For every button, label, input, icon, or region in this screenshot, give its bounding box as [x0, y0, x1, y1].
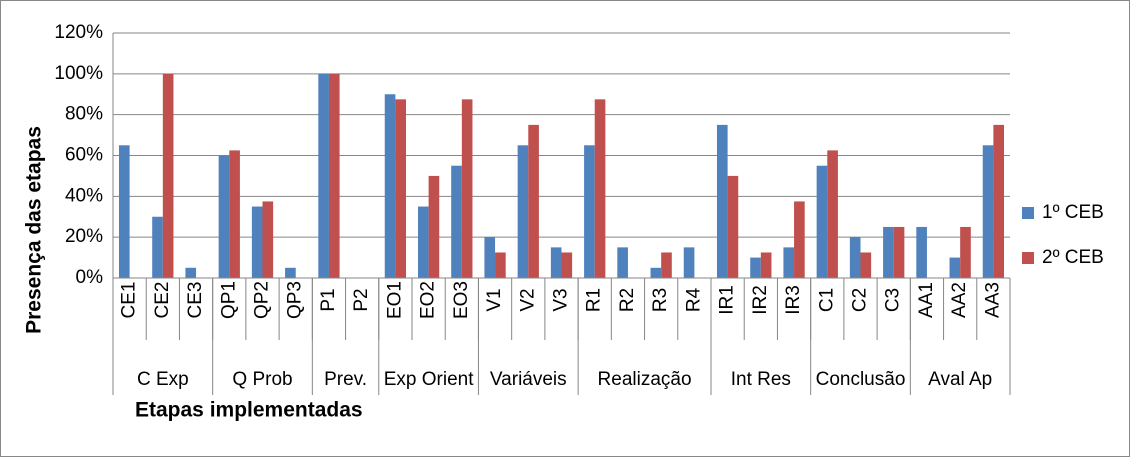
- bar: [428, 175, 440, 278]
- x-tick-label: AA3: [982, 282, 1003, 318]
- bar: [650, 267, 662, 278]
- y-tick-label: 40%: [65, 185, 103, 206]
- x-tick-label: AA1: [916, 282, 937, 318]
- group-label: Exp Orient: [384, 369, 474, 390]
- bar: [760, 252, 772, 278]
- bar: [893, 226, 905, 278]
- x-tick-label: QP3: [285, 281, 306, 319]
- group-label: Prev.: [324, 369, 367, 390]
- bar: [185, 267, 197, 278]
- bar: [561, 252, 573, 278]
- bar: [262, 201, 274, 278]
- x-tick-label: V2: [517, 288, 538, 311]
- bar: [229, 150, 240, 278]
- bar: [750, 257, 761, 278]
- bar: [827, 150, 838, 278]
- bar: [550, 247, 562, 278]
- group-label: Aval Ap: [928, 369, 992, 390]
- x-tick-label: CE1: [119, 282, 140, 319]
- y-tick-label: 80%: [65, 104, 103, 125]
- legend-label: 1º CEB: [1042, 202, 1104, 223]
- x-tick-label: IR1: [717, 285, 738, 315]
- bar: [794, 201, 805, 278]
- legend-swatch: [1022, 207, 1034, 219]
- x-tick-label: CE3: [185, 282, 206, 319]
- x-tick-label: EO3: [451, 281, 472, 319]
- bar: [517, 145, 529, 278]
- x-tick-label: AA2: [949, 282, 970, 318]
- x-tick-label: V1: [484, 288, 505, 311]
- group-label: Conclusão: [816, 369, 906, 390]
- bar: [395, 99, 407, 279]
- bar: [384, 94, 396, 278]
- bar: [495, 252, 506, 278]
- x-tick-label: V3: [551, 288, 572, 311]
- x-tick-label: C2: [850, 288, 871, 312]
- group-label: Variáveis: [490, 369, 567, 390]
- legend-swatch: [1022, 252, 1034, 264]
- bar: [285, 267, 296, 278]
- bar: [617, 247, 628, 278]
- bar: [960, 226, 971, 278]
- bar: [417, 206, 429, 278]
- legend-label: 2º CEB: [1042, 247, 1104, 268]
- bar: [683, 247, 695, 278]
- bar: [727, 175, 739, 278]
- y-tick-label: 20%: [65, 226, 103, 247]
- x-tick-label: IR3: [783, 285, 804, 315]
- x-tick-label: QP1: [218, 281, 239, 319]
- x-tick-label: C1: [816, 288, 837, 312]
- bar: [916, 226, 927, 278]
- x-tick-label: P1: [318, 288, 339, 311]
- bar: [218, 155, 230, 278]
- x-tick-label: R4: [683, 287, 704, 312]
- group-label: C Exp: [137, 369, 189, 390]
- x-tick-label: R3: [650, 288, 671, 312]
- bar: [584, 145, 595, 278]
- bar: [528, 124, 539, 278]
- x-tick-label: EO1: [384, 281, 405, 319]
- y-tick-label: 0%: [76, 267, 104, 288]
- group-label: Realização: [598, 369, 692, 390]
- group-label: Q Prob: [232, 369, 292, 390]
- bar: [783, 247, 795, 278]
- bar: [993, 124, 1005, 278]
- group-label: Int Res: [731, 369, 791, 390]
- bar: [982, 145, 994, 278]
- bar: [716, 124, 728, 278]
- y-tick-label: 120%: [54, 22, 103, 43]
- x-tick-label: R1: [584, 288, 605, 312]
- bar: [949, 257, 961, 278]
- x-axis-title: Etapas implementadas: [135, 399, 363, 422]
- bar: [461, 99, 473, 279]
- bar: [451, 165, 462, 278]
- x-tick-label: CE2: [152, 282, 173, 319]
- x-tick-label: IR2: [750, 285, 771, 315]
- bar: [118, 145, 130, 278]
- bar: [849, 237, 861, 278]
- bar: [328, 73, 340, 278]
- bar: [883, 226, 894, 278]
- bar: [860, 252, 872, 278]
- bar: [152, 216, 163, 278]
- bar: [594, 99, 606, 279]
- bar: [162, 73, 174, 278]
- x-tick-label: EO2: [418, 281, 439, 319]
- bar: [661, 252, 672, 278]
- y-tick-label: 60%: [65, 145, 103, 166]
- x-tick-label: QP2: [252, 281, 273, 319]
- y-tick-label: 100%: [54, 63, 103, 84]
- bar: [251, 206, 263, 278]
- bar: [816, 165, 828, 278]
- bar: [484, 237, 496, 278]
- x-tick-label: R2: [617, 288, 638, 312]
- y-axis-title: Presença das etapas: [23, 126, 46, 334]
- x-tick-label: C3: [883, 288, 904, 312]
- bar: [318, 73, 329, 278]
- x-tick-label: P2: [351, 288, 372, 311]
